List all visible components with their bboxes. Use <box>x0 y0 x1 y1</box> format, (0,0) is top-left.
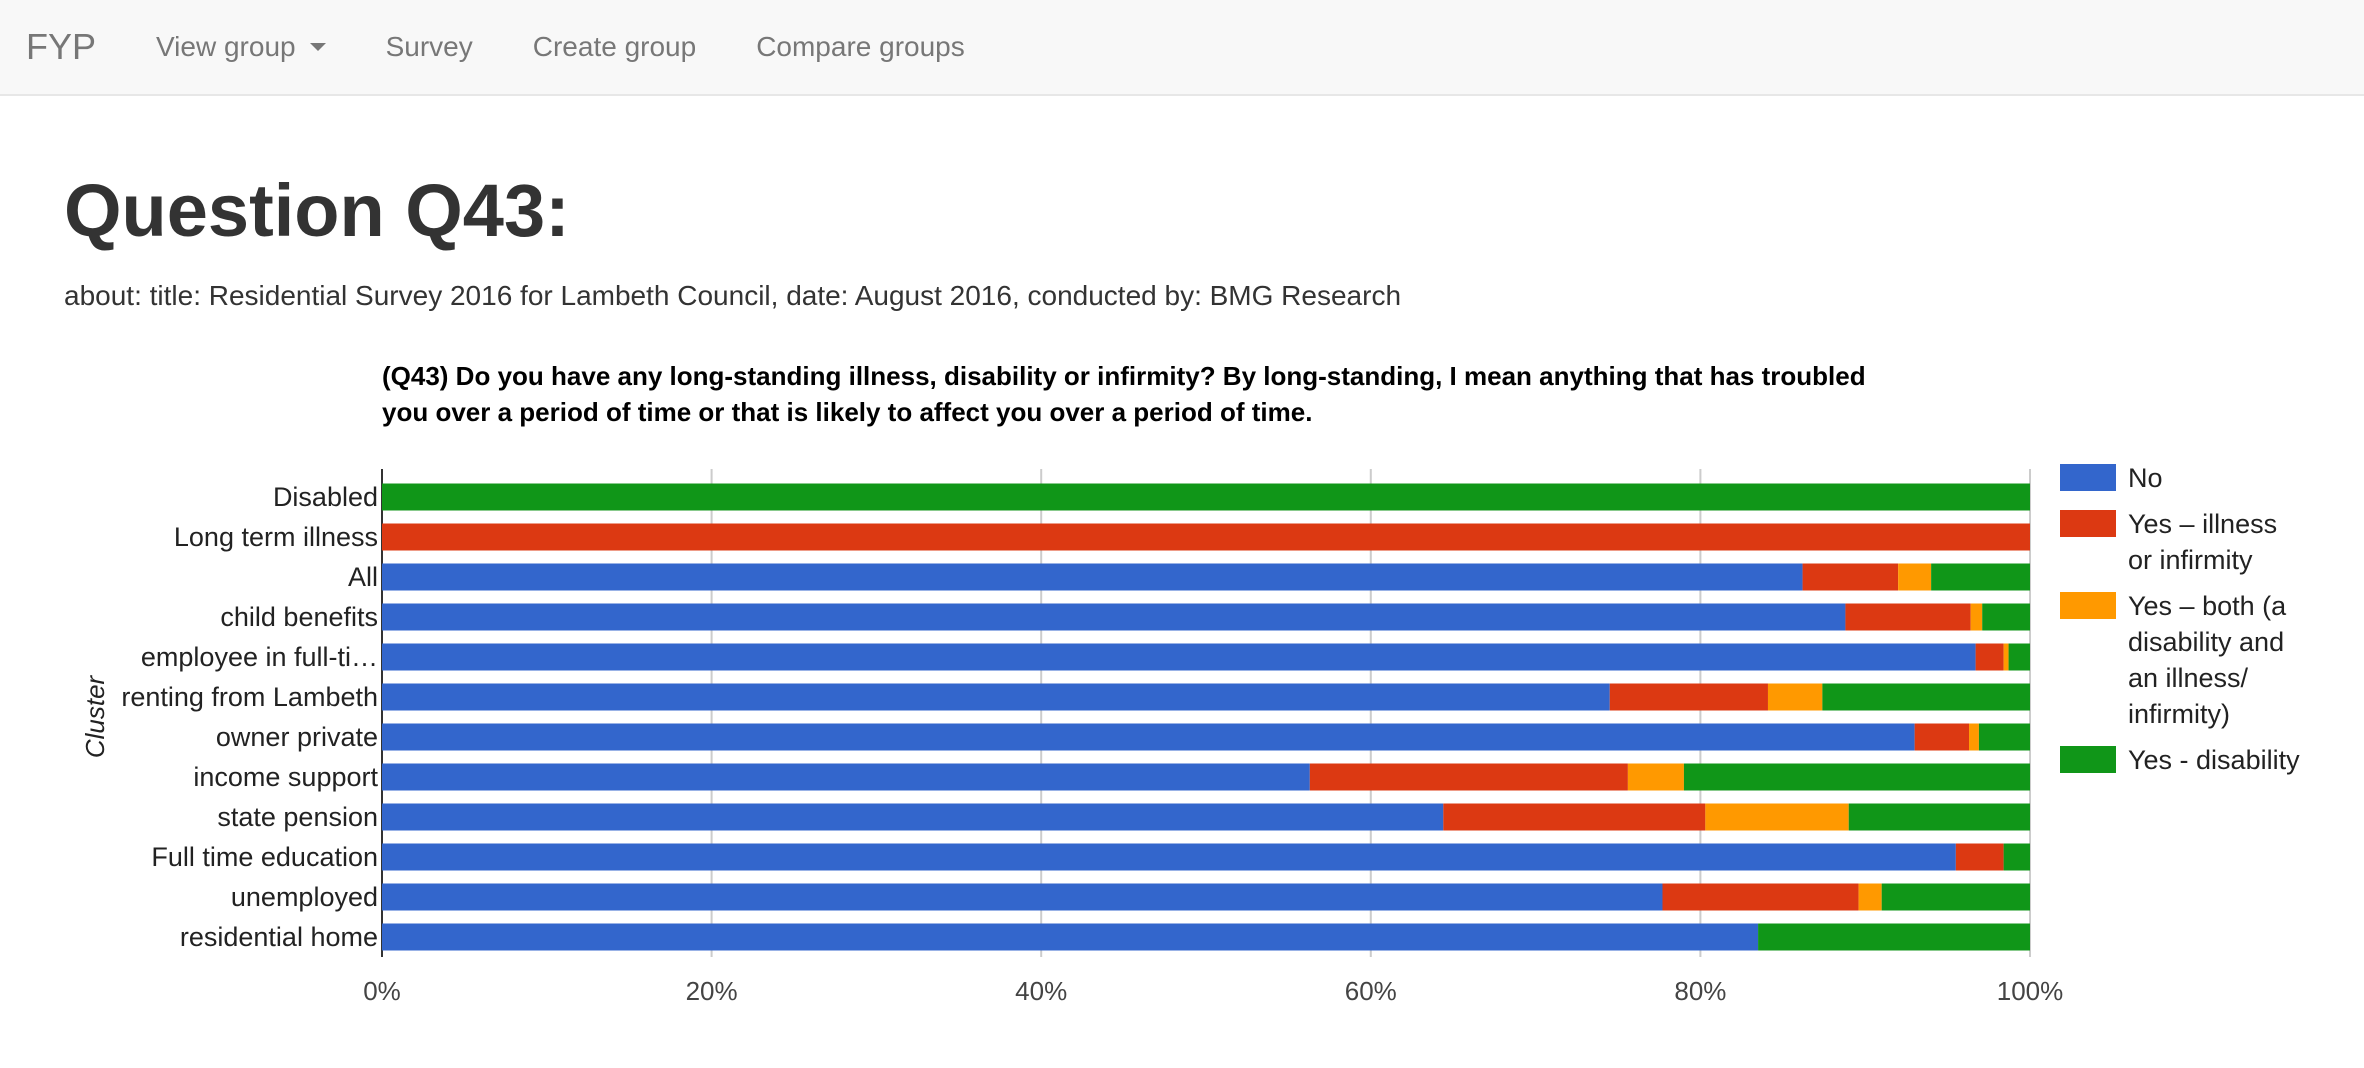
bar-segment <box>1443 803 1706 831</box>
category-label: residential home <box>180 922 378 952</box>
bar-segment <box>1970 603 1983 631</box>
bar-segment <box>1881 883 2030 911</box>
nav-create-group[interactable]: Create group <box>532 31 697 62</box>
bar-segment <box>2003 843 2030 871</box>
legend-label: Yes – both (a <box>2128 591 2287 621</box>
bar-segment <box>1627 763 1684 791</box>
category-label: employee in full-ti… <box>141 642 378 672</box>
x-tick-label: 60% <box>1345 976 1397 1006</box>
legend-label: an illness/ <box>2128 663 2249 693</box>
bar-segment <box>1705 803 1849 831</box>
stacked-bar-chart: (Q43) Do you have any long-standing illn… <box>80 361 2300 1006</box>
legend-label: infirmity) <box>2128 699 2230 729</box>
bar-segment <box>1609 683 1768 711</box>
bar-segment <box>382 803 1444 831</box>
bar-segment <box>382 683 1610 711</box>
legend-label: disability and <box>2128 627 2284 657</box>
bar-segment <box>2003 643 2009 671</box>
bar-segment <box>382 483 2030 511</box>
bar-segment <box>1758 923 2030 951</box>
legend-label: No <box>2128 463 2163 493</box>
chart-title-line: you over a period of time or that is lik… <box>382 397 1312 427</box>
bar-segment <box>1955 843 2004 871</box>
legend-label: Yes - disability <box>2128 745 2300 775</box>
bar-segment <box>1309 763 1628 791</box>
legend-swatch <box>2060 464 2116 491</box>
x-tick-label: 20% <box>686 976 738 1006</box>
bar-segment <box>1898 563 1932 591</box>
bar-segment <box>1822 683 2030 711</box>
bar-segment <box>1975 643 2004 671</box>
nav-view-group-label: View group <box>156 31 296 62</box>
bar-segment <box>1978 723 2030 751</box>
bar-segment <box>1662 883 1859 911</box>
bar-segment <box>1767 683 1823 711</box>
chevron-down-icon <box>309 43 326 51</box>
bar-segment <box>1914 723 1970 751</box>
bar-segment <box>382 723 1915 751</box>
nav-view-group-dropdown[interactable]: View group <box>156 31 326 63</box>
page-title: Question Q43: <box>64 169 570 252</box>
category-label: renting from Lambeth <box>121 682 378 712</box>
bar-segment <box>382 643 1976 671</box>
legend-label: or infirmity <box>2128 545 2253 575</box>
x-tick-label: 80% <box>1674 976 1726 1006</box>
category-label: state pension <box>217 802 378 832</box>
x-tick-label: 100% <box>1997 976 2064 1006</box>
category-label: owner private <box>216 722 378 752</box>
chart-title-line: (Q43) Do you have any long-standing illn… <box>382 361 1866 391</box>
navbar: FYP View group Survey Create group Compa… <box>0 0 2364 96</box>
category-label: unemployed <box>231 882 378 912</box>
legend-swatch <box>2060 746 2116 773</box>
bar-segment <box>1982 603 2030 631</box>
x-tick-label: 40% <box>1015 976 1067 1006</box>
bar-segment <box>1845 603 1971 631</box>
bar-segment <box>1802 563 1899 591</box>
bar-segment <box>382 563 1803 591</box>
y-axis-title: Cluster <box>80 674 110 758</box>
bar-segment <box>2008 643 2030 671</box>
category-label: child benefits <box>220 602 378 632</box>
bar-segment <box>1683 763 2030 791</box>
bar-segment <box>382 923 1759 951</box>
bar-segment <box>1858 883 1882 911</box>
bar-segment <box>1848 803 2030 831</box>
bar-segment <box>382 843 1956 871</box>
nav-survey[interactable]: Survey <box>385 31 473 62</box>
legend-swatch <box>2060 510 2116 537</box>
brand-link[interactable]: FYP <box>26 26 97 67</box>
bar-segment <box>382 523 2030 551</box>
category-label: Full time education <box>151 842 378 872</box>
category-label: All <box>348 562 378 592</box>
bar-segment <box>382 763 1310 791</box>
survey-about-text: about: title: Residential Survey 2016 fo… <box>64 280 1402 311</box>
category-label: income support <box>193 762 378 792</box>
bar-segment <box>1969 723 1979 751</box>
nav-compare-groups[interactable]: Compare groups <box>756 31 965 62</box>
bar-segment <box>1931 563 2030 591</box>
category-label: Long term illness <box>174 522 378 552</box>
x-tick-label: 0% <box>363 976 401 1006</box>
bar-segment <box>382 603 1846 631</box>
legend-swatch <box>2060 592 2116 619</box>
bar-segment <box>382 883 1663 911</box>
category-label: Disabled <box>273 482 378 512</box>
legend-label: Yes – illness <box>2128 509 2277 539</box>
